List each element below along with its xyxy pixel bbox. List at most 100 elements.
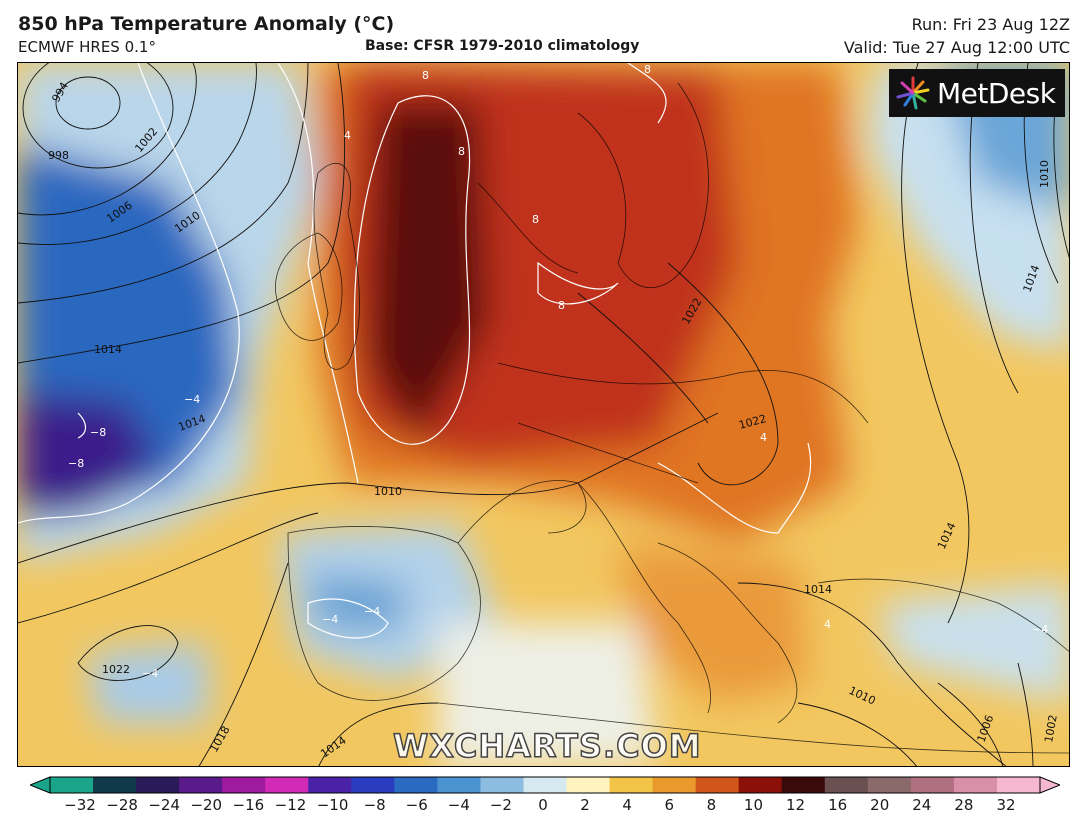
isobar: [318, 702, 439, 766]
isobar: [577, 292, 709, 424]
colorbar-frame: [49, 776, 1041, 794]
cool-region-east: [878, 583, 1069, 703]
colorbar-segment: [566, 777, 611, 793]
colorbar-segment: [179, 777, 223, 793]
coastline-britain: [313, 163, 360, 370]
colorbar-tick-label: 12: [785, 796, 806, 814]
coastline-ireland: [275, 232, 343, 341]
border-line: [477, 182, 579, 274]
colorbar-segment: [394, 777, 438, 793]
colorbar-tick-label: −32: [64, 796, 96, 814]
colorbar-segment: [265, 777, 309, 793]
isobar: [55, 76, 121, 130]
anomaly-label: −4: [322, 613, 338, 626]
colorbar-segment: [953, 777, 998, 793]
anomaly-label: −4: [142, 667, 158, 680]
colorbar-tick-label: −28: [106, 796, 138, 814]
isobar: [77, 625, 179, 681]
isobar: [901, 63, 970, 624]
colorbar-segment: [480, 777, 525, 793]
colorbar-segment: [308, 777, 352, 793]
colorbar-tick-label: 0: [538, 796, 548, 814]
isobar: [18, 63, 257, 245]
colorbar-ticks: −32 −28 −24 −20 −16 −12 −10 −8 −6 −4 −2 0 2 4 6 8 10 12 16…: [0, 796, 1088, 820]
colorbar-segment: [222, 777, 266, 793]
colorbar-tick-label: −12: [274, 796, 307, 814]
coastline-iberia: [287, 526, 481, 701]
isobar: [737, 582, 1007, 766]
colorbar-segment: [609, 777, 654, 793]
isobar: [797, 702, 917, 766]
anomaly-label: −8: [68, 457, 84, 470]
isobar: [667, 262, 779, 486]
colorbar-segment: [652, 777, 697, 793]
isobar-label: 1014: [94, 343, 122, 356]
anomaly-labels: 8 8 8 4 8 8 −4 −8 −8 4 4 −4 −4 −4 −4: [68, 63, 1048, 680]
run-time: Run: Fri 23 Aug 12Z: [911, 15, 1070, 34]
isobar-label: 1010: [1038, 160, 1051, 188]
colorbar-segment: [351, 777, 395, 793]
border-line: [497, 362, 869, 424]
colorbar-segment: [695, 777, 740, 793]
very-hot-region: [368, 103, 488, 443]
anomaly-label: −4: [1032, 623, 1048, 636]
anomaly-contour: [18, 63, 240, 524]
colorbar-tick-label: −4: [447, 796, 470, 814]
colorbar-segment: [910, 777, 955, 793]
climatology-base: Base: CFSR 1979-2010 climatology: [365, 38, 640, 54]
anomaly-label: 4: [760, 431, 767, 444]
anomaly-label: 8: [458, 145, 465, 158]
metdesk-logo-text: MetDesk: [937, 76, 1056, 110]
chart-title: 850 hPa Temperature Anomaly (°C): [18, 13, 395, 35]
isobar: [198, 562, 289, 766]
valid-time: Valid: Tue 27 Aug 12:00 UTC: [843, 38, 1070, 57]
anomaly-contour: [307, 598, 389, 639]
anomaly-contour: [277, 63, 359, 484]
coastlines: [275, 82, 1069, 754]
colorbar: [30, 776, 1060, 794]
colorbar-tick-label: −24: [148, 796, 180, 814]
coastline-scandinavia: [577, 82, 709, 289]
isobars: [18, 63, 1069, 766]
wxcharts-watermark: WXCHARTS.COM: [392, 726, 702, 766]
anomaly-contour: [657, 442, 812, 534]
pale-region-mediterranean: [438, 623, 658, 766]
warm-region-balkans: [618, 543, 808, 703]
colorbar-segment: [136, 777, 180, 793]
isobar: [18, 412, 719, 564]
colorbar-segment: [824, 777, 869, 793]
coastline-italy: [577, 482, 712, 714]
colorbar-segment: [867, 777, 912, 793]
colorbar-segment: [996, 777, 1041, 793]
coastline-africa: [437, 702, 1069, 754]
colorbar-segment: [738, 777, 783, 793]
isobar: [18, 63, 309, 304]
colorbar-min-arrow: [30, 776, 51, 794]
colorbar-tick-label: 20: [870, 796, 890, 814]
colorbar-tick-label: −16: [232, 796, 265, 814]
anomaly-label: −8: [90, 426, 106, 439]
isobar: [22, 63, 174, 169]
colorbar-tick-label: 4: [622, 796, 632, 814]
colorbar-tick-label: −2: [489, 796, 512, 814]
metdesk-logo: MetDesk: [889, 69, 1065, 117]
anomaly-contours: [18, 63, 812, 639]
colorbar-tick-label: −10: [316, 796, 349, 814]
anomaly-label: 8: [644, 63, 651, 76]
model-name: ECMWF HRES 0.1°: [18, 38, 156, 56]
colorbar-tick-label: 24: [912, 796, 932, 814]
anomaly-contour: [353, 95, 471, 445]
isobar: [18, 512, 319, 624]
colorbar-tick-label: 6: [664, 796, 675, 814]
anomaly-contour: [77, 412, 87, 439]
isobar: [1017, 662, 1034, 766]
map-canvas: 994 998 1002 1006 1010 1014 1014 1022 10…: [18, 63, 1069, 766]
anomaly-label: −4: [184, 393, 200, 406]
colorbar-tick-label: −6: [405, 796, 428, 814]
isobar-label: 1014: [804, 583, 832, 596]
anomaly-label: 8: [558, 299, 565, 312]
colorbar-tick-label: 8: [706, 796, 717, 814]
anomaly-map: 994 998 1002 1006 1010 1014 1014 1022 10…: [17, 62, 1070, 767]
isobar-label: 1010: [374, 485, 402, 498]
colorbar-max-arrow: [1039, 776, 1060, 794]
